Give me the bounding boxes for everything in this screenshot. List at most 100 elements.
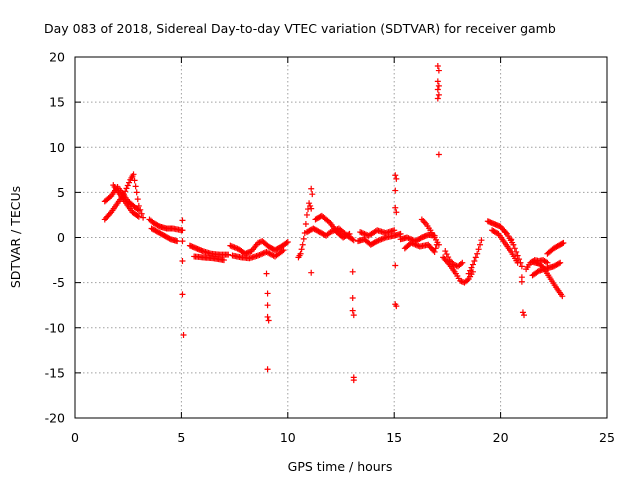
data-point: [435, 91, 442, 98]
data-point: [475, 246, 482, 253]
y-tick-label: 15: [49, 95, 65, 110]
data-point: [308, 185, 315, 192]
data-point: [474, 250, 481, 257]
data-point: [309, 191, 316, 198]
data-point: [179, 217, 186, 224]
data-point: [518, 263, 525, 270]
data-point: [179, 291, 186, 298]
data-point: [138, 210, 145, 217]
data-point: [392, 187, 399, 194]
data-point: [135, 202, 142, 209]
data-point: [264, 366, 271, 373]
x-tick-label: 15: [386, 430, 402, 445]
data-point: [514, 259, 521, 266]
data-point: [349, 294, 356, 301]
data-point: [445, 254, 452, 261]
data-point: [264, 290, 271, 297]
data-point: [299, 241, 306, 248]
data-point: [265, 317, 272, 324]
y-tick-label: 0: [57, 230, 65, 245]
x-tick-label: 20: [493, 430, 509, 445]
data-point: [303, 211, 310, 218]
y-tick-label: -20: [45, 411, 65, 426]
x-tick-label: 5: [177, 430, 185, 445]
axes: 0 5 10 15 20 25 -20 -15 -10 -5 0 5 10 15 20: [45, 50, 615, 446]
data-point: [397, 230, 404, 237]
data-point: [431, 248, 438, 255]
data-point: [308, 269, 315, 276]
x-axis-label: GPS time / hours: [288, 459, 393, 474]
data-point: [469, 268, 476, 275]
data-point: [559, 240, 566, 247]
data-point: [349, 268, 356, 275]
data-point: [434, 78, 441, 85]
data-point: [469, 261, 476, 268]
data-point: [179, 257, 186, 264]
data-point: [519, 309, 526, 316]
data-point: [555, 260, 562, 267]
y-tick-label: -5: [53, 275, 65, 290]
data-point: [468, 264, 475, 271]
data-point: [297, 250, 304, 257]
data-point: [559, 293, 566, 300]
data-point: [393, 303, 400, 310]
y-axis-label: SDTVAR / TECUs: [8, 186, 23, 288]
data-point: [432, 245, 439, 252]
data-point: [521, 312, 528, 319]
y-tick-label: 10: [49, 140, 65, 155]
data-point: [298, 246, 305, 253]
data-point: [264, 313, 271, 320]
data-point: [392, 204, 399, 211]
data-point: [544, 259, 551, 266]
data-point: [443, 251, 450, 258]
data-point: [350, 237, 357, 244]
data-point: [501, 229, 508, 236]
data-point: [123, 185, 130, 192]
data-point: [225, 251, 232, 258]
data-point: [477, 241, 484, 248]
data-point: [435, 151, 442, 158]
data-point: [434, 86, 441, 93]
data-point: [220, 257, 227, 264]
data-point: [131, 177, 138, 184]
y-tick-label: 20: [49, 50, 65, 65]
data-point: [283, 239, 290, 246]
x-tick-label: 10: [280, 430, 296, 445]
data-point: [511, 245, 518, 252]
data-point: [557, 259, 564, 266]
data-point: [346, 230, 353, 237]
data-point: [465, 270, 472, 277]
data-point: [393, 209, 400, 216]
data-point: [435, 241, 442, 248]
data-point: [391, 227, 398, 234]
data-point: [140, 214, 147, 221]
data-point: [560, 239, 567, 246]
data-point: [467, 267, 474, 274]
data-point: [435, 82, 442, 89]
data-point: [518, 278, 525, 285]
data-point: [174, 238, 181, 245]
data-point: [137, 206, 144, 213]
data-point: [300, 235, 307, 242]
data-point: [124, 182, 131, 189]
data-point: [134, 212, 141, 219]
chart-title: Day 083 of 2018, Sidereal Day-to-day VTE…: [44, 21, 556, 36]
data-point: [392, 172, 399, 179]
data-point: [349, 236, 356, 243]
data-point: [179, 238, 186, 245]
data-point: [134, 196, 141, 203]
data-point: [126, 179, 133, 186]
data-point: [349, 307, 356, 314]
data-point: [471, 257, 478, 264]
data-point: [280, 247, 287, 254]
data-point: [478, 237, 485, 244]
data-point: [350, 377, 357, 384]
data-points: [101, 63, 567, 384]
data-point: [393, 175, 400, 182]
data-point: [434, 95, 441, 102]
data-point: [135, 213, 142, 220]
data-point: [350, 312, 357, 319]
data-point: [130, 171, 137, 178]
y-tick-label: -10: [45, 320, 65, 335]
